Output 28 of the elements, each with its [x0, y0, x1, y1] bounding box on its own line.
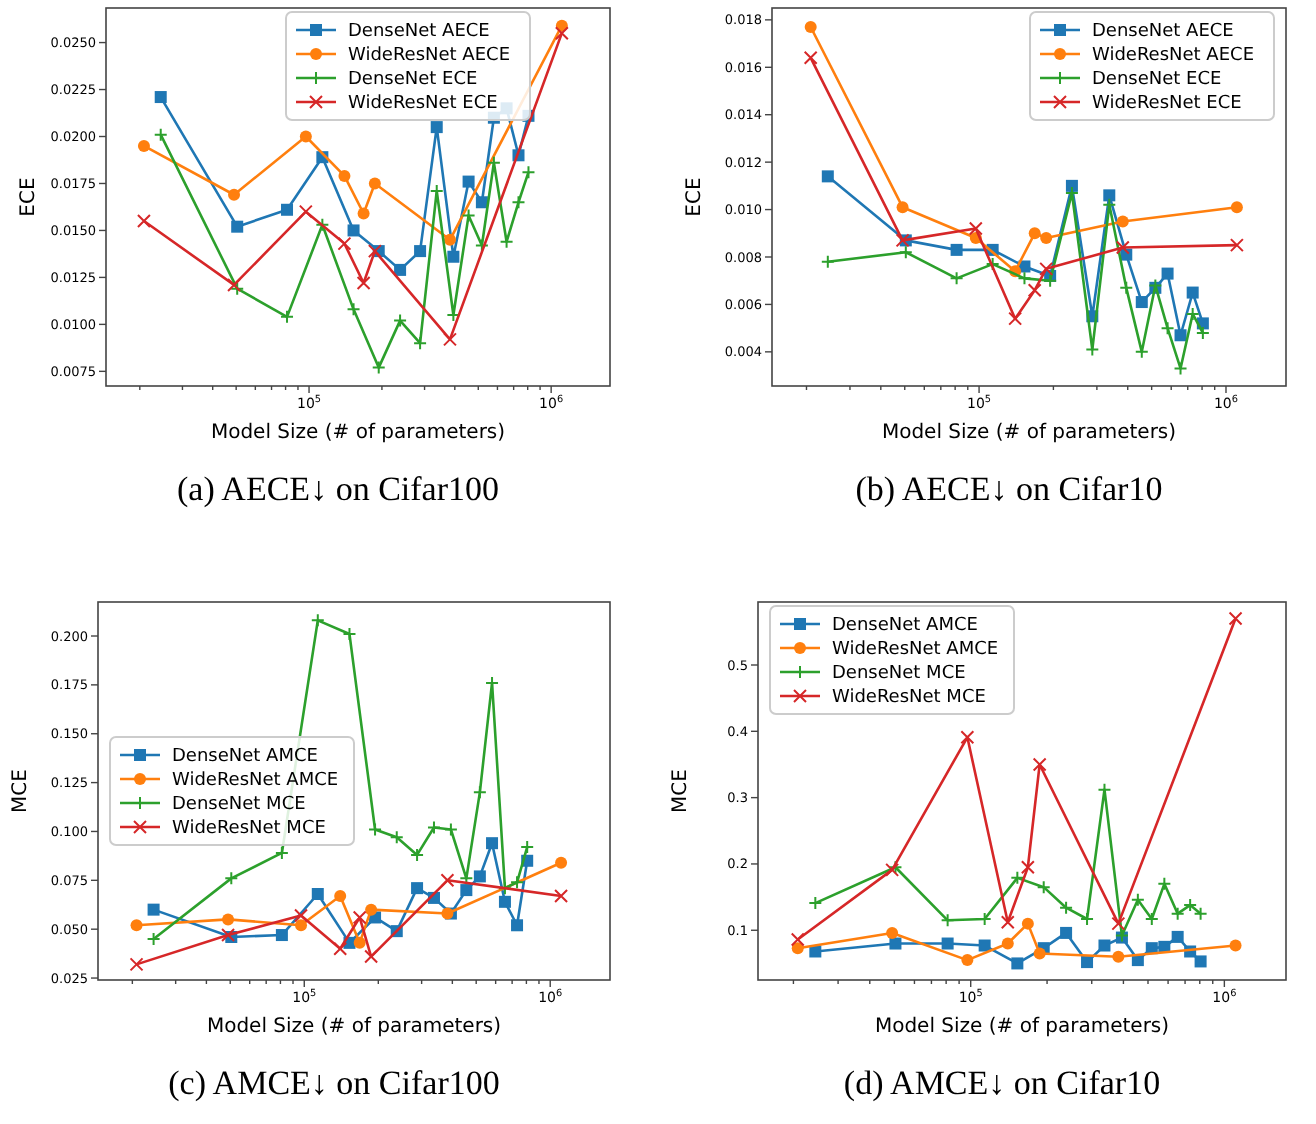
- legend-label: DenseNet MCE: [832, 664, 967, 685]
- legend-label: DenseNet MCE: [172, 795, 307, 816]
- x-axis-title: Model Size (# of parameters): [874, 1016, 1170, 1038]
- legend-label: WideResNet AECE: [348, 46, 511, 67]
- legend-label: DenseNet AECE: [348, 22, 491, 43]
- legend-label: WideResNet MCE: [172, 819, 327, 840]
- legend-label: DenseNet AMCE: [832, 616, 979, 637]
- legend-label: WideResNet AECE: [1092, 46, 1255, 67]
- text: (a) AECE↓ on Cifar100: [177, 470, 499, 508]
- legend-label: DenseNet ECE: [348, 70, 479, 91]
- legend-label: WideResNet AMCE: [172, 771, 339, 792]
- legend-label: DenseNet ECE: [1092, 70, 1223, 91]
- legend-label: WideResNet MCE: [832, 688, 987, 709]
- y-axis-title: ECE: [18, 177, 40, 217]
- x-axis-title: Model Size (# of parameters): [210, 422, 506, 444]
- legend-label: WideResNet ECE: [348, 94, 499, 115]
- legend-label: DenseNet AECE: [1092, 22, 1235, 43]
- text: (d) AMCE↓ on Cifar10: [843, 1064, 1161, 1102]
- legend-label: WideResNet ECE: [1092, 94, 1243, 115]
- y-axis-title: ECE: [684, 177, 706, 217]
- legend-label: WideResNet AMCE: [832, 640, 999, 661]
- y-axis-title: MCE: [10, 769, 32, 813]
- x-axis-title: Model Size (# of parameters): [206, 1016, 502, 1038]
- text: (b) AECE↓ on Cifar10: [855, 470, 1163, 508]
- x-axis-title: Model Size (# of parameters): [881, 422, 1177, 444]
- legend-label: DenseNet AMCE: [172, 747, 319, 768]
- text: (c) AMCE↓ on Cifar100: [168, 1064, 500, 1102]
- y-axis-title: MCE: [670, 769, 692, 813]
